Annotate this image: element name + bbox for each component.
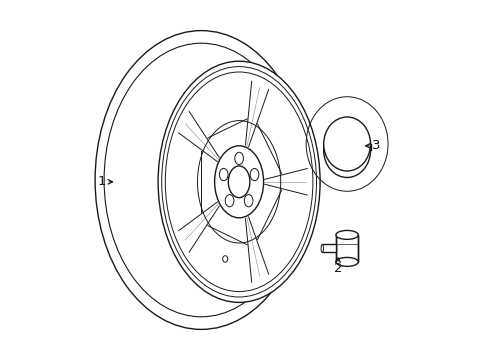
Ellipse shape xyxy=(335,230,358,239)
Ellipse shape xyxy=(323,117,370,171)
Ellipse shape xyxy=(321,244,323,252)
Ellipse shape xyxy=(335,257,358,266)
Ellipse shape xyxy=(323,123,370,177)
Ellipse shape xyxy=(158,61,320,302)
Text: 2: 2 xyxy=(333,262,342,275)
Bar xyxy=(322,244,335,252)
Text: 3: 3 xyxy=(371,139,379,152)
Ellipse shape xyxy=(214,146,263,218)
Bar xyxy=(335,235,358,262)
Text: 1: 1 xyxy=(98,175,106,188)
